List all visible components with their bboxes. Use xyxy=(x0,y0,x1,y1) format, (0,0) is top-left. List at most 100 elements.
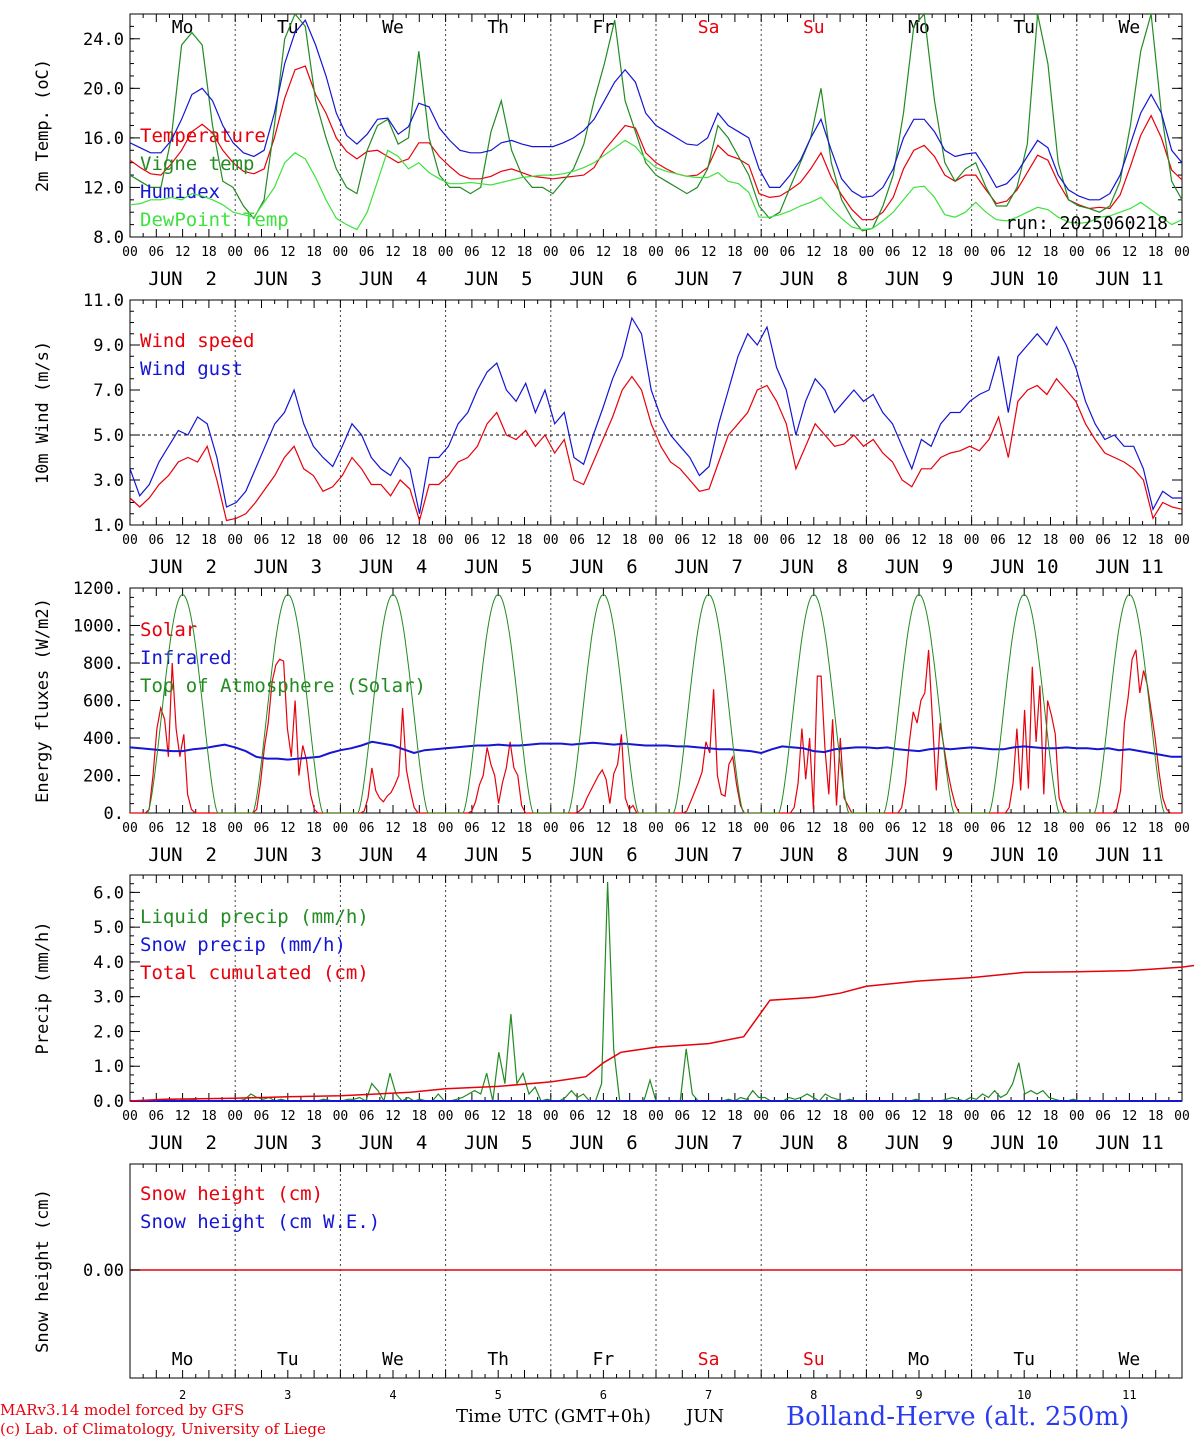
hour-label: 00 xyxy=(859,245,875,260)
footer-model: MARv3.14 model forced by GFS xyxy=(0,1401,245,1419)
date-label: JUN 9 xyxy=(885,1132,954,1154)
hour-label: 06 xyxy=(359,1109,375,1124)
hour-label: 00 xyxy=(122,1109,138,1124)
hour-label: 06 xyxy=(464,821,480,836)
hour-label: 06 xyxy=(990,245,1006,260)
hour-label: 12 xyxy=(280,245,296,260)
hour-label: 18 xyxy=(727,1109,743,1124)
hour-label: 00 xyxy=(1174,533,1190,548)
day-name-we: We xyxy=(382,1349,404,1370)
hour-label: 00 xyxy=(438,245,454,260)
hour-label: 00 xyxy=(648,821,664,836)
hour-label: 00 xyxy=(648,533,664,548)
hour-label: 00 xyxy=(122,821,138,836)
hour-label: 00 xyxy=(333,245,349,260)
hour-label: 18 xyxy=(1148,245,1164,260)
hour-label: 18 xyxy=(1043,1109,1059,1124)
date-label: JUN 2 xyxy=(148,1132,217,1154)
hour-label: 06 xyxy=(780,821,796,836)
date-label: JUN 3 xyxy=(253,844,322,866)
hour-label: 18 xyxy=(1043,245,1059,260)
hour-label: 06 xyxy=(885,533,901,548)
precip-ytick-label: 2.0 xyxy=(93,1022,124,1042)
hour-label: 18 xyxy=(306,533,322,548)
hour-label: 06 xyxy=(359,245,375,260)
date-label: JUN 4 xyxy=(359,844,428,866)
hour-label: 18 xyxy=(517,1109,533,1124)
legend-temp-series-temperature: Temperature xyxy=(140,125,266,147)
day-name-sa: Sa xyxy=(698,1349,720,1370)
hour-label: 12 xyxy=(1016,245,1032,260)
hour-label: 00 xyxy=(648,245,664,260)
date-label: JUN 10 xyxy=(990,268,1059,290)
day-name-th: Th xyxy=(487,17,509,38)
hour-label: 00 xyxy=(753,245,769,260)
hour-label: 06 xyxy=(254,245,270,260)
hour-label: 00 xyxy=(1174,821,1190,836)
energy-ytick-label: 400. xyxy=(83,729,124,749)
hour-label: 00 xyxy=(753,821,769,836)
hour-label: 06 xyxy=(1095,533,1111,548)
legend-energy-series-infrared: Infrared xyxy=(140,647,232,669)
hour-label: 06 xyxy=(885,821,901,836)
hour-label: 12 xyxy=(1122,1109,1138,1124)
hour-label: 06 xyxy=(569,1109,585,1124)
hour-label: 00 xyxy=(859,533,875,548)
day-name-tu: Tu xyxy=(277,17,299,38)
day-number: 3 xyxy=(284,1388,291,1402)
day-name-mo: Mo xyxy=(908,1349,930,1370)
hour-label: 06 xyxy=(885,1109,901,1124)
hour-label: 06 xyxy=(254,533,270,548)
legend-energy-series-solar: Solar xyxy=(140,619,197,641)
date-label: JUN 4 xyxy=(359,556,428,578)
hour-label: 12 xyxy=(175,821,191,836)
day-number: 2 xyxy=(179,1388,186,1402)
hour-label: 12 xyxy=(385,245,401,260)
day-name-su: Su xyxy=(803,1349,825,1370)
hour-label: 12 xyxy=(596,533,612,548)
hour-label: 00 xyxy=(648,1109,664,1124)
date-label: JUN 10 xyxy=(990,556,1059,578)
hour-label: 00 xyxy=(122,533,138,548)
hour-label: 06 xyxy=(990,1109,1006,1124)
hour-label: 12 xyxy=(175,533,191,548)
hour-label: 12 xyxy=(385,821,401,836)
date-label: JUN 2 xyxy=(148,556,217,578)
wind-ytick-label: 7.0 xyxy=(93,381,124,401)
date-label: JUN 6 xyxy=(569,556,638,578)
precip-ytick-label: 4.0 xyxy=(93,953,124,973)
wind-ytick-label: 5.0 xyxy=(93,426,124,446)
hour-label: 00 xyxy=(1069,245,1085,260)
footer-month: JUN xyxy=(686,1406,725,1427)
hour-label: 06 xyxy=(780,1109,796,1124)
date-label: JUN 9 xyxy=(885,844,954,866)
legend-temp-series-vigne-temp: Vigne temp xyxy=(140,153,254,175)
hour-label: 18 xyxy=(306,821,322,836)
precip-ytick-label: 6.0 xyxy=(93,883,124,903)
hour-label: 06 xyxy=(254,1109,270,1124)
hour-label: 18 xyxy=(937,1109,953,1124)
day-number: 4 xyxy=(389,1388,396,1402)
hour-label: 18 xyxy=(306,245,322,260)
hour-label: 12 xyxy=(596,821,612,836)
hour-label: 06 xyxy=(990,821,1006,836)
day-name-fr: Fr xyxy=(593,17,615,38)
day-number: 5 xyxy=(495,1388,502,1402)
hour-label: 00 xyxy=(543,533,559,548)
hour-label: 00 xyxy=(227,533,243,548)
energy-ytick-label: 1200. xyxy=(73,579,124,599)
hour-label: 00 xyxy=(438,1109,454,1124)
precip-ytick-label: 1.0 xyxy=(93,1057,124,1077)
hour-label: 12 xyxy=(280,533,296,548)
hour-label: 12 xyxy=(701,821,717,836)
wind-series-wind-gust xyxy=(129,316,1182,514)
hour-label: 12 xyxy=(1016,821,1032,836)
hour-label: 06 xyxy=(359,533,375,548)
temp-ytick-label: 16.0 xyxy=(83,129,124,149)
legend-snow-series-snow-height-cm-w-e: Snow height (cm W.E.) xyxy=(140,1211,380,1233)
temp-ytick-label: 8.0 xyxy=(93,228,124,248)
hour-label: 18 xyxy=(411,533,427,548)
hour-label: 00 xyxy=(122,245,138,260)
date-label: JUN 9 xyxy=(885,556,954,578)
